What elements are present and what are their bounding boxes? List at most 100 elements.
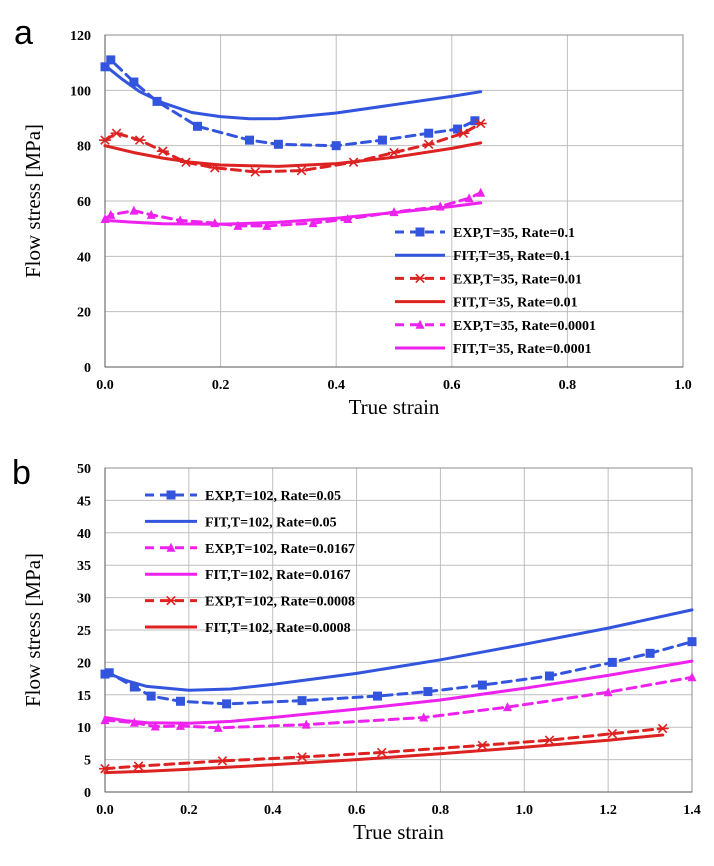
panel-b-y-tick-label: 40 (77, 527, 91, 542)
panel-a-series-fit-t-35-rate-0-0001 (103, 201, 483, 226)
panel-a-series-exp-t-35-rate-0-1-point (331, 141, 341, 151)
panel-a-series-exp-t-35-rate-0-01-point-stroke (475, 118, 486, 129)
panel-a-series-exp-t-35-rate-0-01 (99, 118, 487, 177)
panel-b-legend-marker (165, 595, 177, 606)
panel-b-series-fit-t-102-rate-0-05 (103, 608, 694, 692)
panel-a-series-exp-t-35-rate-0-01-point (249, 167, 262, 177)
panel-a-series-exp-t-35-rate-0-01-point (156, 146, 169, 156)
panel-b-y-tick-label: 30 (77, 592, 91, 607)
panel-b-series-exp-t-102-rate-0-0167-point (100, 715, 110, 725)
panel-b-legend-label: FIT,T=102, Rate=0.05 (205, 515, 337, 530)
panel-a-series-fit-t-35-rate-0-1 (103, 63, 483, 121)
panel-a-legend-label: FIT,T=35, Rate=0.1 (453, 249, 571, 264)
panel-b-series-exp-t-102-rate-0-0167-point (129, 717, 139, 727)
panel-a-legend-marker-stroke (415, 273, 425, 284)
panel-b-x-tick-label: 1.4 (683, 803, 701, 818)
panel-a-x-tick-label: 0.2 (212, 378, 230, 393)
panel-a-series-exp-t-35-rate-0-01-point-stroke (348, 157, 359, 168)
panel-a-series-exp-t-35-rate-0-01-point (295, 165, 308, 176)
panel-a-series-exp-t-35-rate-0-01-point-stroke (158, 146, 168, 156)
panel-a-y-tick-label: 100 (70, 84, 91, 99)
panel-a-series-fit-t-35-rate-0-1-line (103, 63, 483, 121)
panel-a-series-exp-t-35-rate-0-0001-point (100, 213, 110, 223)
panel-b-series-exp-t-102-rate-0-0167 (100, 672, 697, 732)
panel-b-series-exp-t-102-rate-0-0008-point (296, 752, 309, 762)
panel-b-series-exp-t-102-rate-0-0008-point-stroke (657, 723, 668, 734)
panel-a-series-exp-t-35-rate-0-1-point (106, 55, 116, 65)
panel-b-x-tick-label: 1.0 (516, 803, 534, 818)
panel-a-series-exp-t-35-rate-0-01-point-stroke (210, 163, 220, 173)
panel-b-series-exp-t-102-rate-0-0008-point-stroke (544, 735, 555, 745)
panel-a-series-exp-t-35-rate-0-01-point (179, 157, 192, 168)
panel-b-series-exp-t-102-rate-0-0167-point (419, 712, 429, 722)
panel-b-y-tick-label: 50 (77, 462, 91, 477)
panel-a-series-exp-t-35-rate-0-0001-point (435, 201, 445, 211)
panel-b-series-exp-t-102-rate-0-0167-point (213, 722, 223, 732)
panel-b-y-axis-title: Flow stress [MPa] (21, 553, 45, 707)
panel-b-series-exp-t-102-rate-0-0008-point-stroke (607, 728, 618, 739)
panel-b-series-exp-t-102-rate-0-0008 (99, 723, 669, 774)
panel-a-y-tick-label: 40 (77, 250, 91, 265)
panel-b-legend-marker (166, 542, 176, 552)
panel-a-y-axis-title: Flow stress [MPa] (21, 124, 45, 278)
panel-a-chart: 0 20 40 60 80 100 120 0.0 0.2 0.4 0.6 0.8 1.0 True st… (21, 29, 692, 419)
panel-b-series-exp-t-102-rate-0-0008-point (656, 723, 669, 734)
panel-b-series-exp-t-102-rate-0-0008-point (375, 747, 388, 758)
panel-a-series-exp-t-35-rate-0-01-point (457, 128, 470, 138)
panel-a-series-exp-t-35-rate-0-01-point (474, 118, 487, 129)
panel-a-legend-label: EXP,T=35, Rate=0.01 (453, 272, 582, 287)
panel-a-legend-marker (414, 273, 426, 284)
panel-b-series-exp-t-102-rate-0-0008-point (543, 735, 556, 745)
panel-a-series-exp-t-35-rate-0-01-point-stroke (458, 128, 469, 138)
panel-a-series-exp-t-35-rate-0-01-point-stroke (134, 135, 145, 145)
panel-a-x-tick-label: 0.6 (443, 378, 461, 393)
panel-b-series-exp-t-102-rate-0-0167-point (150, 721, 160, 731)
panel-b-x-tick-label: 0.0 (96, 803, 114, 818)
panel-a-series-exp-t-35-rate-0-0001-line (103, 191, 483, 228)
panel-a-series-exp-t-35-rate-0-1-point (129, 77, 139, 87)
panel-a-series-exp-t-35-rate-0-0001-point (210, 218, 220, 228)
panel-b-x-tick-label: 0.6 (348, 803, 366, 818)
panel-b-series-exp-t-102-rate-0-05-point (175, 696, 185, 706)
panel-b-legend-marker-stroke (166, 595, 176, 606)
panel-b-x-tick-label: 0.8 (432, 803, 450, 818)
panel-b-legend-label: EXP,T=102, Rate=0.05 (205, 489, 341, 504)
panel-b-series-exp-t-102-rate-0-05-point (222, 699, 232, 709)
panel-a-legend-label: FIT,T=35, Rate=0.01 (453, 296, 578, 311)
panel-b-y-tick-label: 0 (84, 786, 91, 801)
panel-a-series-exp-t-35-rate-0-0001-point (233, 220, 243, 230)
panel-b-legend-label: FIT,T=102, Rate=0.0008 (205, 621, 351, 636)
panel-b-series-exp-t-102-rate-0-0167-point (687, 672, 697, 682)
panel-a-series-exp-t-35-rate-0-0001-point (129, 205, 139, 215)
panel-b-series-fit-t-102-rate-0-05-line (103, 608, 694, 692)
panel-a-legend-label: EXP,T=35, Rate=0.0001 (453, 319, 596, 334)
panel-a-series-exp-t-35-rate-0-01-point-stroke (389, 147, 399, 158)
panel-a-series-exp-t-35-rate-0-0001 (100, 187, 486, 230)
panel-a-series-exp-t-35-rate-0-1-point (273, 139, 283, 149)
panel-a-y-tick-label: 20 (77, 306, 91, 321)
panel-a-legend-marker (415, 227, 425, 237)
panel-b-series-exp-t-102-rate-0-0008-point (99, 763, 111, 774)
panel-b-chart: 0 5 10 15 20 25 30 35 40 45 50 0.0 0.2 0.4 0.6 0.8 1.0 1.… (21, 462, 701, 844)
panel-b-series-exp-t-102-rate-0-05-point (297, 696, 307, 706)
panel-b-series-exp-t-102-rate-0-0008-point-stroke (477, 740, 488, 751)
panel-a-series-exp-t-35-rate-0-01-point-stroke (111, 128, 122, 138)
panel-b-series-exp-t-102-rate-0-05-point (129, 682, 139, 692)
panel-b-series-exp-t-102-rate-0-0008-point-stroke (100, 763, 110, 774)
panel-b-series-exp-t-102-rate-0-05-point (544, 671, 554, 681)
panel-a-series-exp-t-35-rate-0-1-point (152, 96, 162, 106)
panel-a-x-tick-label: 0.0 (96, 378, 114, 393)
panel-a-y-tick-label: 60 (77, 195, 91, 210)
panel-a-series-exp-t-35-rate-0-0001-point (308, 218, 318, 228)
panel-b-series-fit-t-102-rate-0-0008-line (103, 733, 665, 775)
panel-a-series-exp-t-35-rate-0-1-point (245, 135, 254, 145)
panel-a-series-exp-t-35-rate-0-01-point (99, 135, 111, 145)
panel-b-y-tick-label: 25 (77, 624, 91, 639)
panel-a-series-exp-t-35-rate-0-01-point (133, 135, 146, 145)
panel-b-legend: EXP,T=102, Rate=0.05 FIT,T=102, Rate=0.05… (145, 489, 355, 636)
panel-a-series-exp-t-35-rate-0-0001-point (146, 209, 156, 219)
panel-b-series-exp-t-102-rate-0-0008-point (476, 740, 489, 751)
panel-b-series-exp-t-102-rate-0-0008-point (216, 756, 229, 766)
panel-b-series-exp-t-102-rate-0-0167-point (603, 687, 613, 697)
